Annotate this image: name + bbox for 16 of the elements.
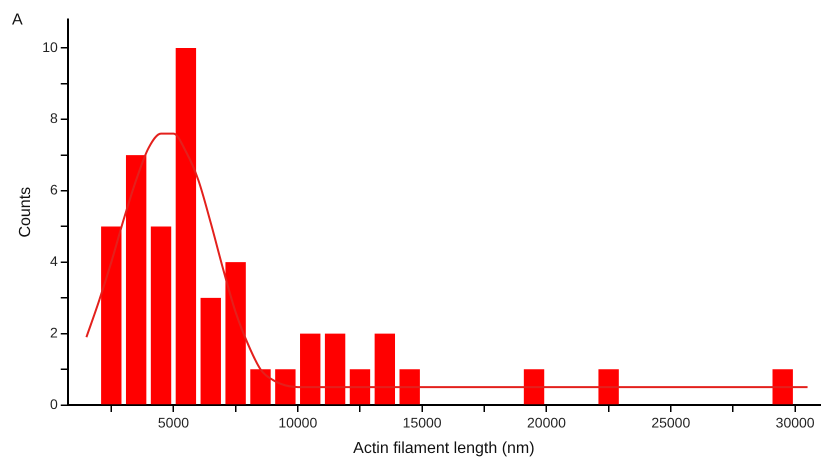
y-axis-title: Counts <box>17 186 34 238</box>
y-tick-label: 4 <box>50 253 58 270</box>
y-tick-label: 6 <box>50 182 58 198</box>
x-tick-label: 20000 <box>526 414 566 430</box>
line-series <box>85 132 809 388</box>
x-tick-label: 25000 <box>651 414 690 430</box>
x-tick-label: 15000 <box>402 414 442 430</box>
x-tick-label: 30000 <box>776 414 815 430</box>
y-tick-label: 2 <box>50 324 58 340</box>
x-tick-label: 5000 <box>158 414 190 430</box>
x-tick-label: 10000 <box>278 414 318 430</box>
y-tick-label: 8 <box>50 110 58 126</box>
y-tick-label: 0 <box>50 396 58 412</box>
y-tick-label: 10 <box>42 38 58 55</box>
text: A <box>12 11 23 28</box>
x-axis-title: Actin filament length (nm) <box>353 440 535 457</box>
